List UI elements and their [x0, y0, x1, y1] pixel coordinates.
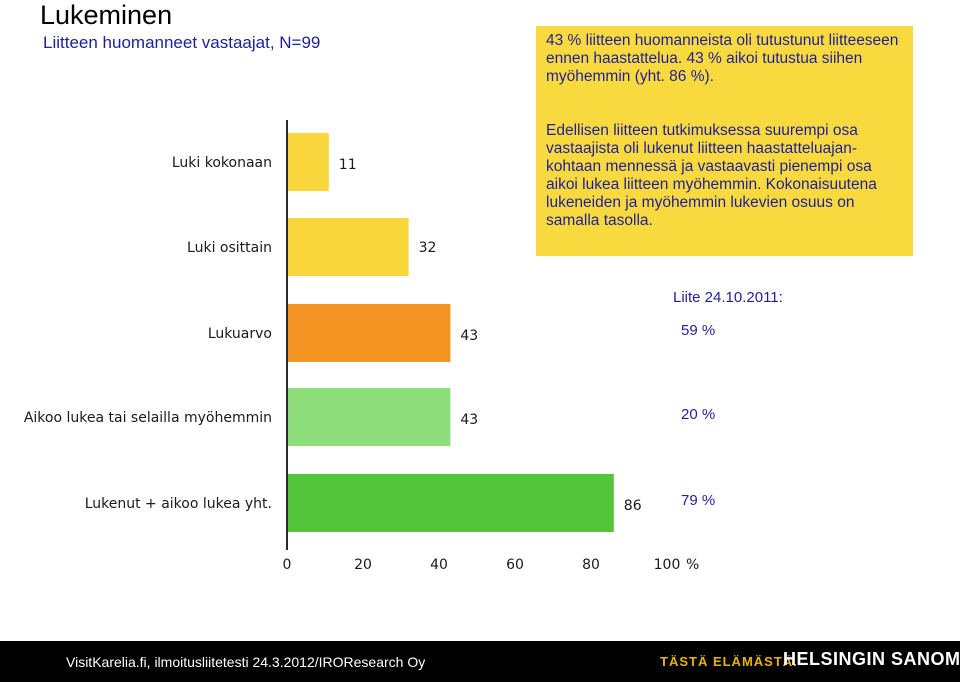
newspaper-logo: HELSINGIN SANOMAT [783, 649, 960, 669]
comparison-value-total: 79 % [681, 492, 716, 509]
category-label-lukuarvo: Lukuarvo [208, 326, 272, 342]
value-label-luki-kokonaan: 11 [339, 157, 357, 173]
category-label-lukenut-aikoo-lukea-yht: Lukenut + aikoo lukea yht. [85, 496, 272, 512]
value-label-lukuarvo: 43 [460, 328, 478, 344]
footer-source: VisitKarelia.fi, ilmoitusliitetesti 24.3… [66, 654, 426, 670]
comparison-note: Edellisen liitteen tutkimuksessa suuremp… [536, 106, 913, 256]
value-label-aikoo-lukea-tai-selailla-my-hemmin: 43 [460, 412, 478, 428]
bar-luki-osittain [287, 218, 409, 276]
x-tick-100: 100 [654, 557, 681, 573]
x-tick-20: 20 [354, 557, 372, 573]
x-tick-60: 60 [506, 557, 524, 573]
value-label-lukenut-aikoo-lukea-yht: 86 [624, 498, 642, 514]
x-tick-0: 0 [283, 557, 292, 573]
footer-slogan: TÄSTÄ ELÄMÄSTÄ. [660, 654, 798, 669]
x-axis-unit: % [686, 557, 699, 573]
page-title: Lukeminen [40, 0, 173, 30]
comparison-header: Liite 24.10.2011: [673, 289, 783, 306]
comparison-value-lukuarvo: 59 % [681, 322, 716, 339]
x-tick-40: 40 [430, 557, 448, 573]
category-label-luki-osittain: Luki osittain [187, 240, 272, 256]
bar-lukenut-aikoo-lukea-yht [287, 474, 614, 532]
comparison-value-aikoo: 20 % [681, 406, 716, 423]
page-subtitle: Liitteen huomanneet vastaajat, N=99 [43, 33, 321, 52]
bar-luki-kokonaan [287, 133, 329, 191]
category-label-luki-kokonaan: Luki kokonaan [172, 155, 272, 171]
bar-lukuarvo [287, 304, 451, 362]
category-label-aikoo-lukea-tai-selailla-my-hemmin: Aikoo lukea tai selailla myöhemmin [24, 410, 272, 426]
x-tick-80: 80 [582, 557, 600, 573]
bar-aikoo-lukea-tai-selailla-my-hemmin [287, 388, 451, 446]
bar-chart: Luki kokonaan 11 Luki osittain 32 Lukuarvo 43… [24, 120, 699, 573]
value-label-luki-osittain: 32 [419, 240, 437, 256]
summary-note: 43 % liitteen huomanneista oli tutustunu… [536, 26, 913, 106]
footer-bar: VisitKarelia.fi, ilmoitusliitetesti 24.3… [0, 641, 960, 682]
